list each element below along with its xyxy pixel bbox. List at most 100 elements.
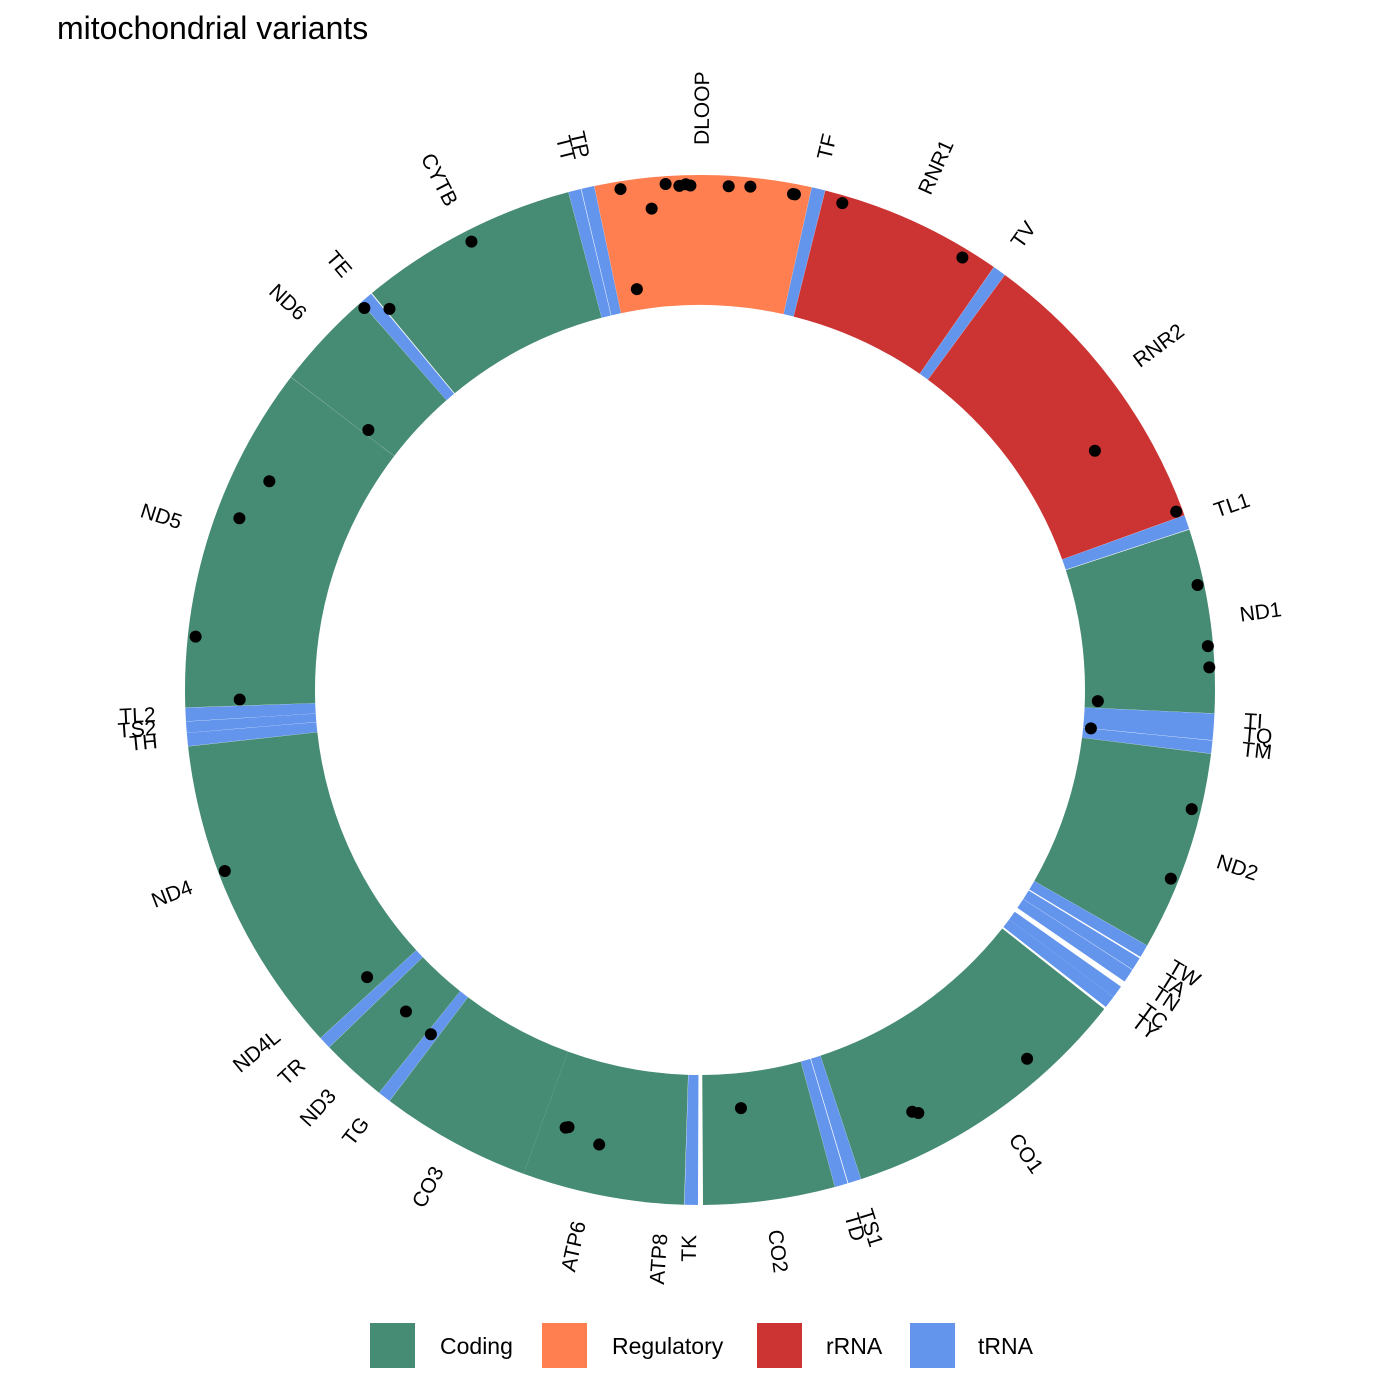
- segment-label-tg: TG: [338, 1113, 374, 1150]
- mito-donut-chart: TF RNR1TVRNR2TL1ND1TITQTMND2TWTATNTCTYCO1…: [117, 71, 1283, 1285]
- segment-td: [800, 1058, 848, 1187]
- variant-point-8860: [593, 1138, 606, 1151]
- segment-label-tq: TQ: [1242, 723, 1273, 748]
- variant-point-16154: [614, 183, 627, 196]
- segment-label-atp6: ATP6: [557, 1219, 591, 1274]
- variant-point-9070: [559, 1121, 572, 1134]
- segment-tg: [379, 991, 468, 1101]
- legend-label-rrna: rRNA: [826, 1333, 883, 1359]
- variant-point-750: [836, 197, 849, 210]
- variant-point-1438: [956, 251, 969, 264]
- segment-tc: [1009, 911, 1121, 997]
- segment-tk: [684, 1074, 699, 1205]
- segment-te: [360, 293, 455, 401]
- segment-tw: [1029, 881, 1148, 957]
- segment-label-rnr1: RNR1: [914, 137, 959, 199]
- segment-tr: [320, 950, 423, 1048]
- variant-point-4216: [1091, 695, 1104, 708]
- segment-co2: [702, 1061, 835, 1205]
- variant-point-14180: [362, 424, 375, 437]
- segment-label-nd6: ND6: [264, 280, 310, 326]
- segment-label-tk: TK: [678, 1235, 701, 1262]
- chart-title: mitochondrial variants: [57, 10, 369, 46]
- segment-label-te: TE: [321, 247, 356, 282]
- segment-nd4: [188, 732, 390, 995]
- segment-ta: [1023, 890, 1140, 970]
- segment-label-nd4l: ND4L: [229, 1026, 285, 1078]
- variant-point-10034: [424, 1028, 437, 1041]
- variant-point-16157: [630, 283, 643, 296]
- segment-co3: [389, 997, 569, 1174]
- segment-label-tl2: TL2: [119, 704, 156, 729]
- segment-nd1: [1065, 529, 1215, 714]
- variant-point-14766: [383, 302, 396, 315]
- segment-label-nd5: ND5: [138, 499, 185, 534]
- segment-ts2: [185, 713, 317, 733]
- variant-point-12705: [189, 630, 202, 643]
- variant-point-13368: [233, 512, 246, 525]
- segment-label-co3: CO3: [408, 1163, 449, 1212]
- variant-point-14668: [358, 302, 371, 315]
- segment-rnr1: [793, 190, 994, 374]
- segments-group: [185, 175, 1215, 1205]
- segment-label-tv: TV: [1007, 217, 1041, 252]
- variant-point-3915: [1201, 640, 1214, 653]
- segment-label-rnr2: RNR2: [1129, 320, 1189, 373]
- variant-point-263: [744, 180, 757, 193]
- segment-nd2: [1034, 737, 1212, 946]
- variant-point-16519: [684, 179, 697, 192]
- segment-tn: [1017, 899, 1133, 982]
- variant-point-5147: [1164, 872, 1177, 885]
- variant-point-4769: [1185, 803, 1198, 816]
- segment-tq: [1083, 717, 1214, 741]
- variant-point-499: [788, 188, 801, 201]
- variant-point-11467: [218, 865, 231, 878]
- variant-point-10238: [399, 1005, 412, 1018]
- segment-tt: [568, 188, 611, 318]
- segment-ts1: [810, 1055, 862, 1184]
- variant-point-2706: [1088, 444, 1101, 457]
- segment-ti: [1084, 707, 1215, 727]
- segment-atp6: [523, 1051, 665, 1203]
- segment-label-tf: TF: [813, 132, 841, 162]
- variant-point-3594: [1191, 579, 1204, 592]
- variant-point-16305: [645, 202, 658, 215]
- segment-tv: [919, 267, 1005, 380]
- segment-nd3: [329, 957, 461, 1093]
- segment-tl2: [185, 703, 316, 722]
- segment-th: [186, 722, 318, 747]
- segment-label-tm: TM: [1240, 738, 1273, 764]
- segment-nd4l: [283, 916, 417, 1039]
- variant-point-12372: [233, 693, 246, 706]
- segment-label-nd4: ND4: [148, 876, 196, 913]
- variant-point-3197: [1170, 505, 1183, 518]
- variant-point-15326: [465, 235, 478, 248]
- segment-label-atp8: ATP8: [646, 1233, 673, 1285]
- segment-label-co2: CO2: [763, 1228, 792, 1274]
- legend: Coding Regulatory rRNA tRNA: [0, 1323, 1400, 1373]
- variant-point-4400: [1084, 722, 1097, 735]
- variant-point-6371: [1021, 1052, 1034, 1065]
- legend-label-trna: tRNA: [978, 1333, 1033, 1359]
- legend-key-rrna: [757, 1323, 802, 1368]
- segment-label-nd1: ND1: [1238, 598, 1283, 626]
- segment-tl1: [1062, 515, 1190, 570]
- segment-label-dloop: DLOOP: [691, 71, 714, 145]
- segment-label-ti: TI: [1243, 710, 1263, 734]
- segment-nd6: [290, 302, 447, 457]
- segment-nd5: [185, 377, 395, 708]
- segment-label-tl1: TL1: [1211, 489, 1253, 523]
- segment-tm: [1082, 727, 1213, 754]
- segment-co1: [820, 928, 1105, 1180]
- segment-cytb: [371, 192, 602, 394]
- variant-point-4025: [1203, 661, 1216, 674]
- legend-label-coding: Coding: [440, 1333, 513, 1359]
- variant-point-150: [722, 180, 735, 193]
- segment-tf: [783, 187, 826, 317]
- variant-point-16390: [659, 177, 672, 190]
- segment-label-tr: TR: [274, 1054, 310, 1090]
- variants-group: [189, 177, 1216, 1151]
- legend-key-coding: [370, 1323, 415, 1368]
- segment-label-cytb: CYTB: [416, 150, 462, 210]
- variant-point-7055: [906, 1105, 919, 1118]
